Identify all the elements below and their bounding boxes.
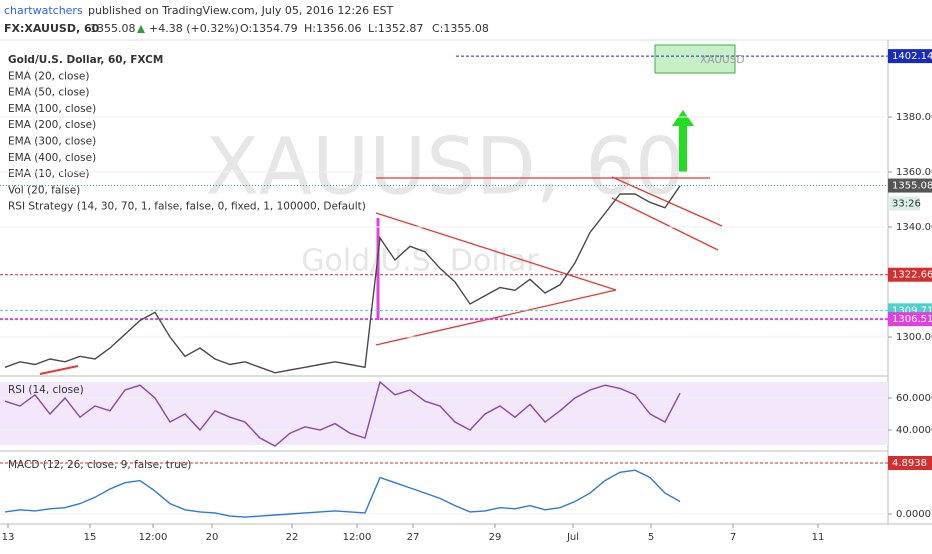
price-level-label: 1402.14 (892, 51, 932, 62)
macd-level-bg (888, 456, 932, 471)
trendline (375, 289, 617, 346)
rsi-line (4, 380, 681, 447)
target-box (654, 44, 736, 74)
x-tick-label: 12:00 (343, 532, 372, 543)
x-tick-label: 29 (489, 532, 502, 543)
price-level-label-bg (888, 312, 932, 327)
watermark: XAUUSD, 60 (205, 122, 684, 212)
author[interactable]: chartwatchers (4, 4, 83, 17)
price-level-label-bg (888, 267, 932, 282)
countdown: 33:26 (892, 199, 921, 210)
last-price-label: 1355.08 (892, 181, 932, 192)
trendline (375, 212, 617, 291)
symbol: FX:XAUUSD, 60 (4, 22, 100, 35)
price-level-label: 1309.71 (892, 305, 932, 316)
up-arrow-icon (137, 25, 145, 33)
rsi-band (0, 382, 888, 445)
indicator-legend: RSI Strategy (14, 30, 70, 1, false, fals… (8, 201, 366, 213)
rsi-title: RSI (14, close) (8, 384, 84, 396)
y-tick-label: 40.0000 (896, 425, 932, 436)
published: published on TradingView.com, July 05, 2… (88, 4, 394, 17)
change: +4.38 (+0.32%) (149, 22, 239, 35)
x-tick-label: Jul (566, 532, 579, 543)
y-tick-label: 1340.00 (896, 222, 932, 233)
y-tick-label: 1380.00 (896, 112, 932, 123)
x-tick-label: 12:00 (139, 532, 168, 543)
last-price: 1355.08 (90, 22, 136, 35)
macd-level-label: 4.8938 (892, 458, 927, 469)
x-tick-label: 11 (812, 532, 825, 543)
series-name: XAUUSD (700, 54, 745, 66)
y-tick-label: 60.0000 (896, 393, 932, 404)
watermark-sub: Gold/U.S. Dollar (301, 244, 539, 279)
x-tick-label: 7 (730, 532, 736, 543)
ohlc-value: H:1356.06 (304, 22, 361, 35)
ohlc-value: L:1352.87 (368, 22, 423, 35)
macd-title: MACD (12, 26, close, 9, false, true) (8, 459, 191, 471)
indicator-legend: Gold/U.S. Dollar, 60, FXCM (8, 54, 163, 66)
y-tick-label: 0.0000 (896, 509, 931, 520)
macd-line (4, 469, 681, 518)
indicator-legend: EMA (200, close) (8, 119, 96, 131)
x-tick-label: 27 (407, 532, 420, 543)
countdown-bg (888, 196, 920, 211)
indicator-legend: EMA (100, close) (8, 103, 96, 115)
y-tick-label: 1360.00 (896, 167, 932, 178)
price-level-label: 1322.66 (892, 270, 932, 281)
indicator-legend: Vol (20, false) (8, 184, 80, 196)
x-tick-label: 15 (84, 532, 97, 543)
indicator-legend: EMA (10, close) (8, 168, 90, 180)
indicator-legend: EMA (20, close) (8, 70, 90, 82)
ohlc-value: O:1354.79 (240, 22, 298, 35)
x-tick-label: 5 (648, 532, 654, 543)
x-tick-label: 20 (206, 532, 219, 543)
price-level-label-bg (888, 49, 932, 64)
indicator-legend: EMA (50, close) (8, 87, 90, 99)
up-arrow (672, 110, 694, 172)
last-price-bg (888, 178, 932, 193)
x-tick-label: 22 (286, 532, 299, 543)
ohlc-value: C:1355.08 (432, 22, 489, 35)
indicator-legend: EMA (300, close) (8, 136, 96, 148)
indicator-legend: EMA (400, close) (8, 152, 96, 164)
channel-line (611, 197, 719, 251)
y-tick-label: 1300.00 (896, 332, 932, 343)
trendline (39, 365, 79, 375)
price-level-label: 1306.51 (892, 314, 932, 325)
x-tick-label: 13 (2, 532, 15, 543)
price-line (4, 185, 681, 374)
